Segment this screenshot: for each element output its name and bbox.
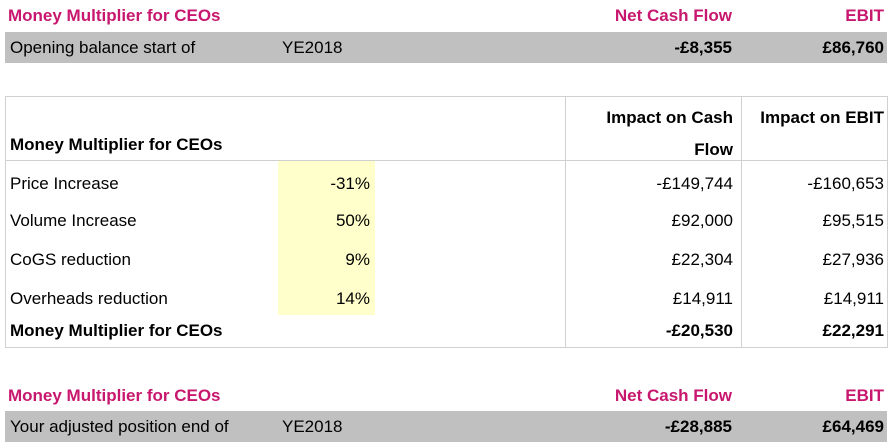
total-value: -£20,530 xyxy=(665,321,733,340)
row-label: Volume Increase xyxy=(10,211,137,230)
column-header: Net Cash Flow xyxy=(614,6,732,25)
value: -£28,885 xyxy=(664,417,732,436)
row-label: CoGS reduction xyxy=(10,250,131,269)
border xyxy=(5,160,887,161)
value: -£8,355 xyxy=(674,38,732,57)
year: YE2018 xyxy=(282,38,343,57)
value: -£149,744 xyxy=(656,174,733,193)
value: £64,469 xyxy=(822,417,884,436)
row-band xyxy=(5,411,887,442)
row-label: Overheads reduction xyxy=(10,289,168,308)
column-header: EBIT xyxy=(845,6,884,25)
row-label: Your adjusted position end of xyxy=(10,417,229,436)
row-label: Opening balance start of xyxy=(10,38,196,57)
value: £95,515 xyxy=(822,211,884,230)
row-label: Price Increase xyxy=(10,174,119,193)
total-label: Money Multiplier for CEOs xyxy=(10,321,223,340)
total-value: £22,291 xyxy=(822,321,884,340)
border xyxy=(5,96,6,348)
table-title: Money Multiplier for CEOs xyxy=(10,135,223,154)
value: -£160,653 xyxy=(807,174,884,193)
percent[interactable]: 14% xyxy=(335,289,370,308)
heading: Money Multiplier for CEOs xyxy=(8,6,221,25)
column-header: Impact on EBIT xyxy=(760,108,884,127)
border xyxy=(887,96,888,348)
percent[interactable]: 9% xyxy=(345,250,370,269)
row-band xyxy=(5,32,887,63)
heading: Money Multiplier for CEOs xyxy=(8,386,221,405)
value: £27,936 xyxy=(822,250,884,269)
percent[interactable]: 50% xyxy=(335,211,370,230)
border xyxy=(741,96,742,348)
column-header: Net Cash Flow xyxy=(614,386,732,405)
value: £14,911 xyxy=(823,289,884,308)
value: £14,911 xyxy=(672,289,733,308)
border xyxy=(565,96,566,348)
value: £22,304 xyxy=(671,250,733,269)
percent[interactable]: -31% xyxy=(330,174,370,193)
value: £86,760 xyxy=(822,38,884,57)
border xyxy=(5,96,887,97)
column-header: EBIT xyxy=(845,386,884,405)
value: £92,000 xyxy=(671,211,733,230)
input-cells xyxy=(278,161,375,315)
year: YE2018 xyxy=(282,417,343,436)
border xyxy=(5,347,887,348)
column-header: Impact on Cash Flow xyxy=(606,108,733,159)
